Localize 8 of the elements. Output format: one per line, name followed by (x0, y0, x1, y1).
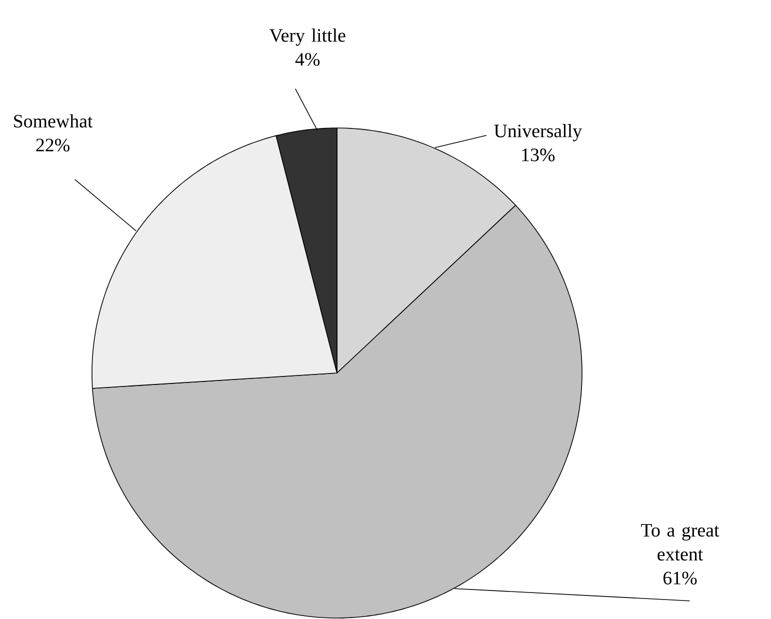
data-label: 4% (295, 52, 320, 66)
slice-label: Somewhat (14, 114, 93, 128)
data-label: 22% (36, 138, 70, 152)
slice-label: To a great extent (641, 524, 720, 561)
slice-label: Universally (494, 124, 582, 142)
data-label: 13% (522, 148, 555, 162)
slice-label: Very little (269, 28, 346, 46)
data-label: 61% (663, 572, 697, 585)
